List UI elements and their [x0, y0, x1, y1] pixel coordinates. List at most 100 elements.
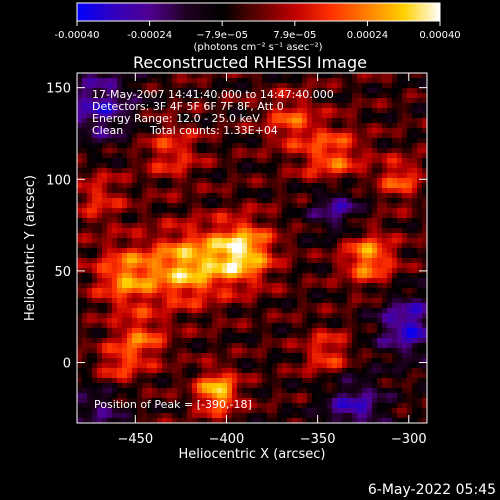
heatmap-cell: [242, 303, 248, 309]
heatmap-cell: [112, 248, 118, 254]
heatmap-cell: [302, 213, 308, 219]
heatmap-cell: [97, 188, 103, 194]
heatmap-cell: [387, 203, 393, 209]
heatmap-cell: [157, 118, 163, 124]
heatmap-cell: [182, 363, 188, 369]
heatmap-cell: [92, 213, 98, 219]
heatmap-cell: [337, 208, 343, 214]
heatmap-cell: [162, 208, 168, 214]
heatmap-cell: [257, 173, 263, 179]
heatmap-cell: [397, 383, 403, 389]
heatmap-cell: [332, 273, 338, 279]
info-detectors: Detectors: 3F 4F 5F 6F 7F 8F, Att 0: [92, 100, 284, 113]
heatmap-cell: [342, 398, 348, 404]
heatmap-cell: [167, 118, 173, 124]
heatmap-cell: [362, 118, 368, 124]
heatmap-cell: [122, 83, 128, 89]
heatmap-cell: [397, 123, 403, 129]
heatmap-cell: [77, 223, 83, 229]
heatmap-cell: [337, 323, 343, 329]
heatmap-cell: [267, 178, 273, 184]
heatmap-cell: [322, 228, 328, 234]
heatmap-cell: [422, 283, 427, 289]
heatmap-cell: [252, 103, 258, 109]
heatmap-cell: [332, 403, 338, 409]
heatmap-cell: [207, 93, 213, 99]
heatmap-cell: [282, 188, 288, 194]
heatmap-cell: [212, 343, 218, 349]
heatmap-cell: [347, 358, 353, 364]
heatmap-cell: [327, 248, 333, 254]
heatmap-cell: [252, 153, 258, 159]
heatmap-cell: [182, 333, 188, 339]
heatmap-cell: [247, 78, 253, 84]
heatmap-cell: [372, 128, 378, 134]
heatmap-cell: [122, 138, 128, 144]
heatmap-cell: [77, 213, 83, 219]
heatmap-cell: [97, 198, 103, 204]
heatmap-cell: [197, 313, 203, 319]
heatmap-cell: [367, 373, 373, 379]
heatmap-cell: [222, 128, 228, 134]
heatmap-cell: [92, 408, 98, 414]
heatmap-cell: [277, 298, 283, 304]
heatmap-cell: [167, 363, 173, 369]
heatmap-cell: [282, 138, 288, 144]
heatmap-cell: [317, 78, 323, 84]
heatmap-cell: [267, 103, 273, 109]
heatmap-cell: [312, 228, 318, 234]
heatmap-cell: [132, 193, 138, 199]
heatmap-cell: [132, 273, 138, 279]
heatmap-cell: [307, 323, 313, 329]
heatmap-cell: [382, 238, 388, 244]
heatmap-cell: [142, 73, 148, 79]
heatmap-cell: [277, 178, 283, 184]
heatmap-cell: [262, 263, 268, 269]
heatmap-cell: [332, 363, 338, 369]
heatmap-cell: [372, 153, 378, 159]
heatmap-cell: [237, 368, 243, 374]
heatmap-cell: [397, 183, 403, 189]
heatmap-cell: [377, 208, 383, 214]
heatmap-cell: [282, 303, 288, 309]
heatmap-cell: [282, 398, 288, 404]
heatmap-cell: [352, 158, 358, 164]
heatmap-cell: [342, 288, 348, 294]
heatmap-cell: [147, 288, 153, 294]
heatmap-cell: [312, 268, 318, 274]
heatmap-cell: [87, 88, 93, 94]
heatmap-cell: [167, 388, 173, 394]
heatmap-cell: [237, 373, 243, 379]
heatmap-cell: [97, 298, 103, 304]
heatmap-cell: [142, 368, 148, 374]
heatmap-cell: [312, 398, 318, 404]
heatmap-cell: [167, 98, 173, 104]
heatmap-cell: [157, 233, 163, 239]
heatmap-cell: [87, 73, 93, 79]
heatmap-cell: [307, 333, 313, 339]
heatmap-cell: [222, 353, 228, 359]
heatmap-cell: [317, 98, 323, 104]
heatmap-cell: [202, 298, 208, 304]
heatmap-cell: [212, 273, 218, 279]
heatmap-cell: [297, 363, 303, 369]
heatmap-cell: [377, 158, 383, 164]
heatmap-cell: [92, 238, 98, 244]
heatmap-cell: [102, 273, 108, 279]
heatmap-cell: [387, 308, 393, 314]
heatmap-cell: [252, 273, 258, 279]
heatmap-cell: [407, 158, 413, 164]
heatmap-cell: [272, 143, 278, 149]
heatmap-cell: [217, 168, 223, 174]
heatmap-cell: [222, 398, 228, 404]
heatmap-cell: [392, 83, 398, 89]
heatmap-cell: [177, 168, 183, 174]
heatmap-cell: [392, 268, 398, 274]
heatmap-cell: [157, 243, 163, 249]
heatmap-cell: [287, 218, 293, 224]
heatmap-cell: [297, 303, 303, 309]
heatmap-cell: [367, 133, 373, 139]
heatmap-cell: [317, 133, 323, 139]
heatmap-cell: [157, 408, 163, 414]
heatmap-cell: [387, 293, 393, 299]
